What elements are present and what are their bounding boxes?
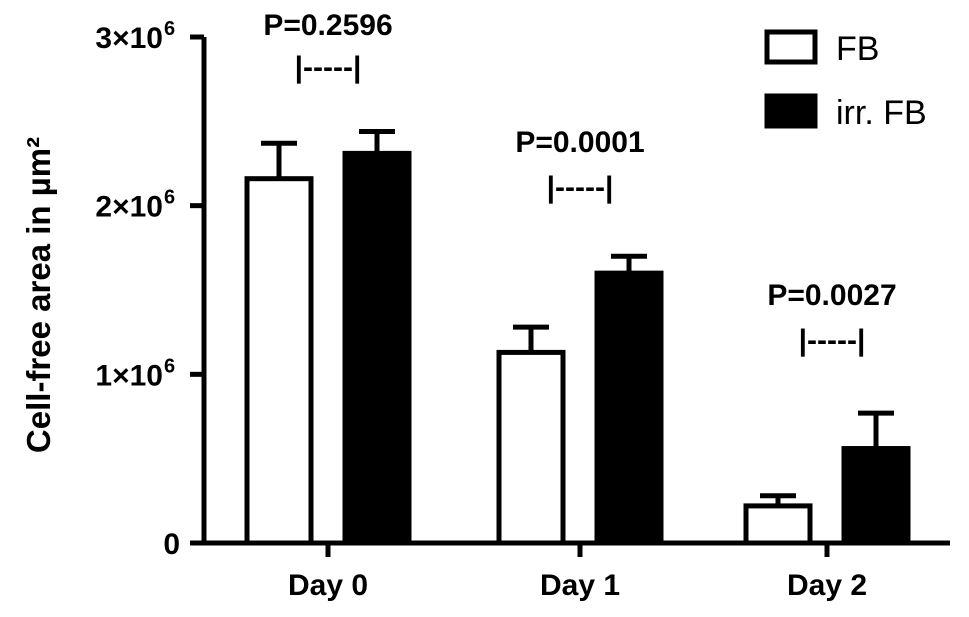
annotations: P=0.2596 |-----| P=0.0001 |-----| P=0.0027 |-… <box>263 9 896 357</box>
significance-bracket: |-----| <box>799 324 866 357</box>
y-tick-exponent: 6 <box>164 187 175 209</box>
legend-label: irr. FB <box>836 94 927 132</box>
bar-fb-day-2 <box>743 503 813 546</box>
x-tick-label: Day 2 <box>787 569 867 602</box>
bar-irr-fb-day-2 <box>841 446 911 546</box>
bar-irr-fb-day-1 <box>594 270 664 546</box>
y-axis: 01×10 62×10 63×10 6 <box>95 18 207 561</box>
legend: FB irr. FB <box>764 29 927 132</box>
legend-label: FB <box>836 30 879 68</box>
y-tick-label: 0 <box>163 528 180 561</box>
x-tick-label: Day 0 <box>288 569 368 602</box>
x-tick-label: Day 1 <box>540 569 620 602</box>
x-axis: Day 0 Day 1 Day 2 <box>202 540 950 602</box>
p-value-label: P=0.0001 <box>515 126 644 159</box>
significance-bracket: |-----| <box>295 51 362 84</box>
significance-bracket: |-----| <box>547 171 614 204</box>
y-tick-exponent: 6 <box>164 18 175 40</box>
y-tick-label: 1×10 <box>95 359 163 392</box>
legend-swatch <box>764 29 818 65</box>
y-tick-exponent: 6 <box>164 355 175 377</box>
bar-irr-fb-day-0 <box>342 150 412 546</box>
y-axis-label: Cell-free area in µm² <box>20 137 57 453</box>
p-value-label: P=0.0027 <box>767 279 896 312</box>
p-value-label: P=0.2596 <box>263 9 392 42</box>
bars <box>244 128 911 546</box>
y-tick-label: 2×10 <box>95 191 163 224</box>
legend-swatch <box>764 93 818 129</box>
bar-fb-day-1 <box>496 349 566 546</box>
y-tick-label: 3×10 <box>95 22 163 55</box>
bar-fb-day-0 <box>244 176 314 546</box>
